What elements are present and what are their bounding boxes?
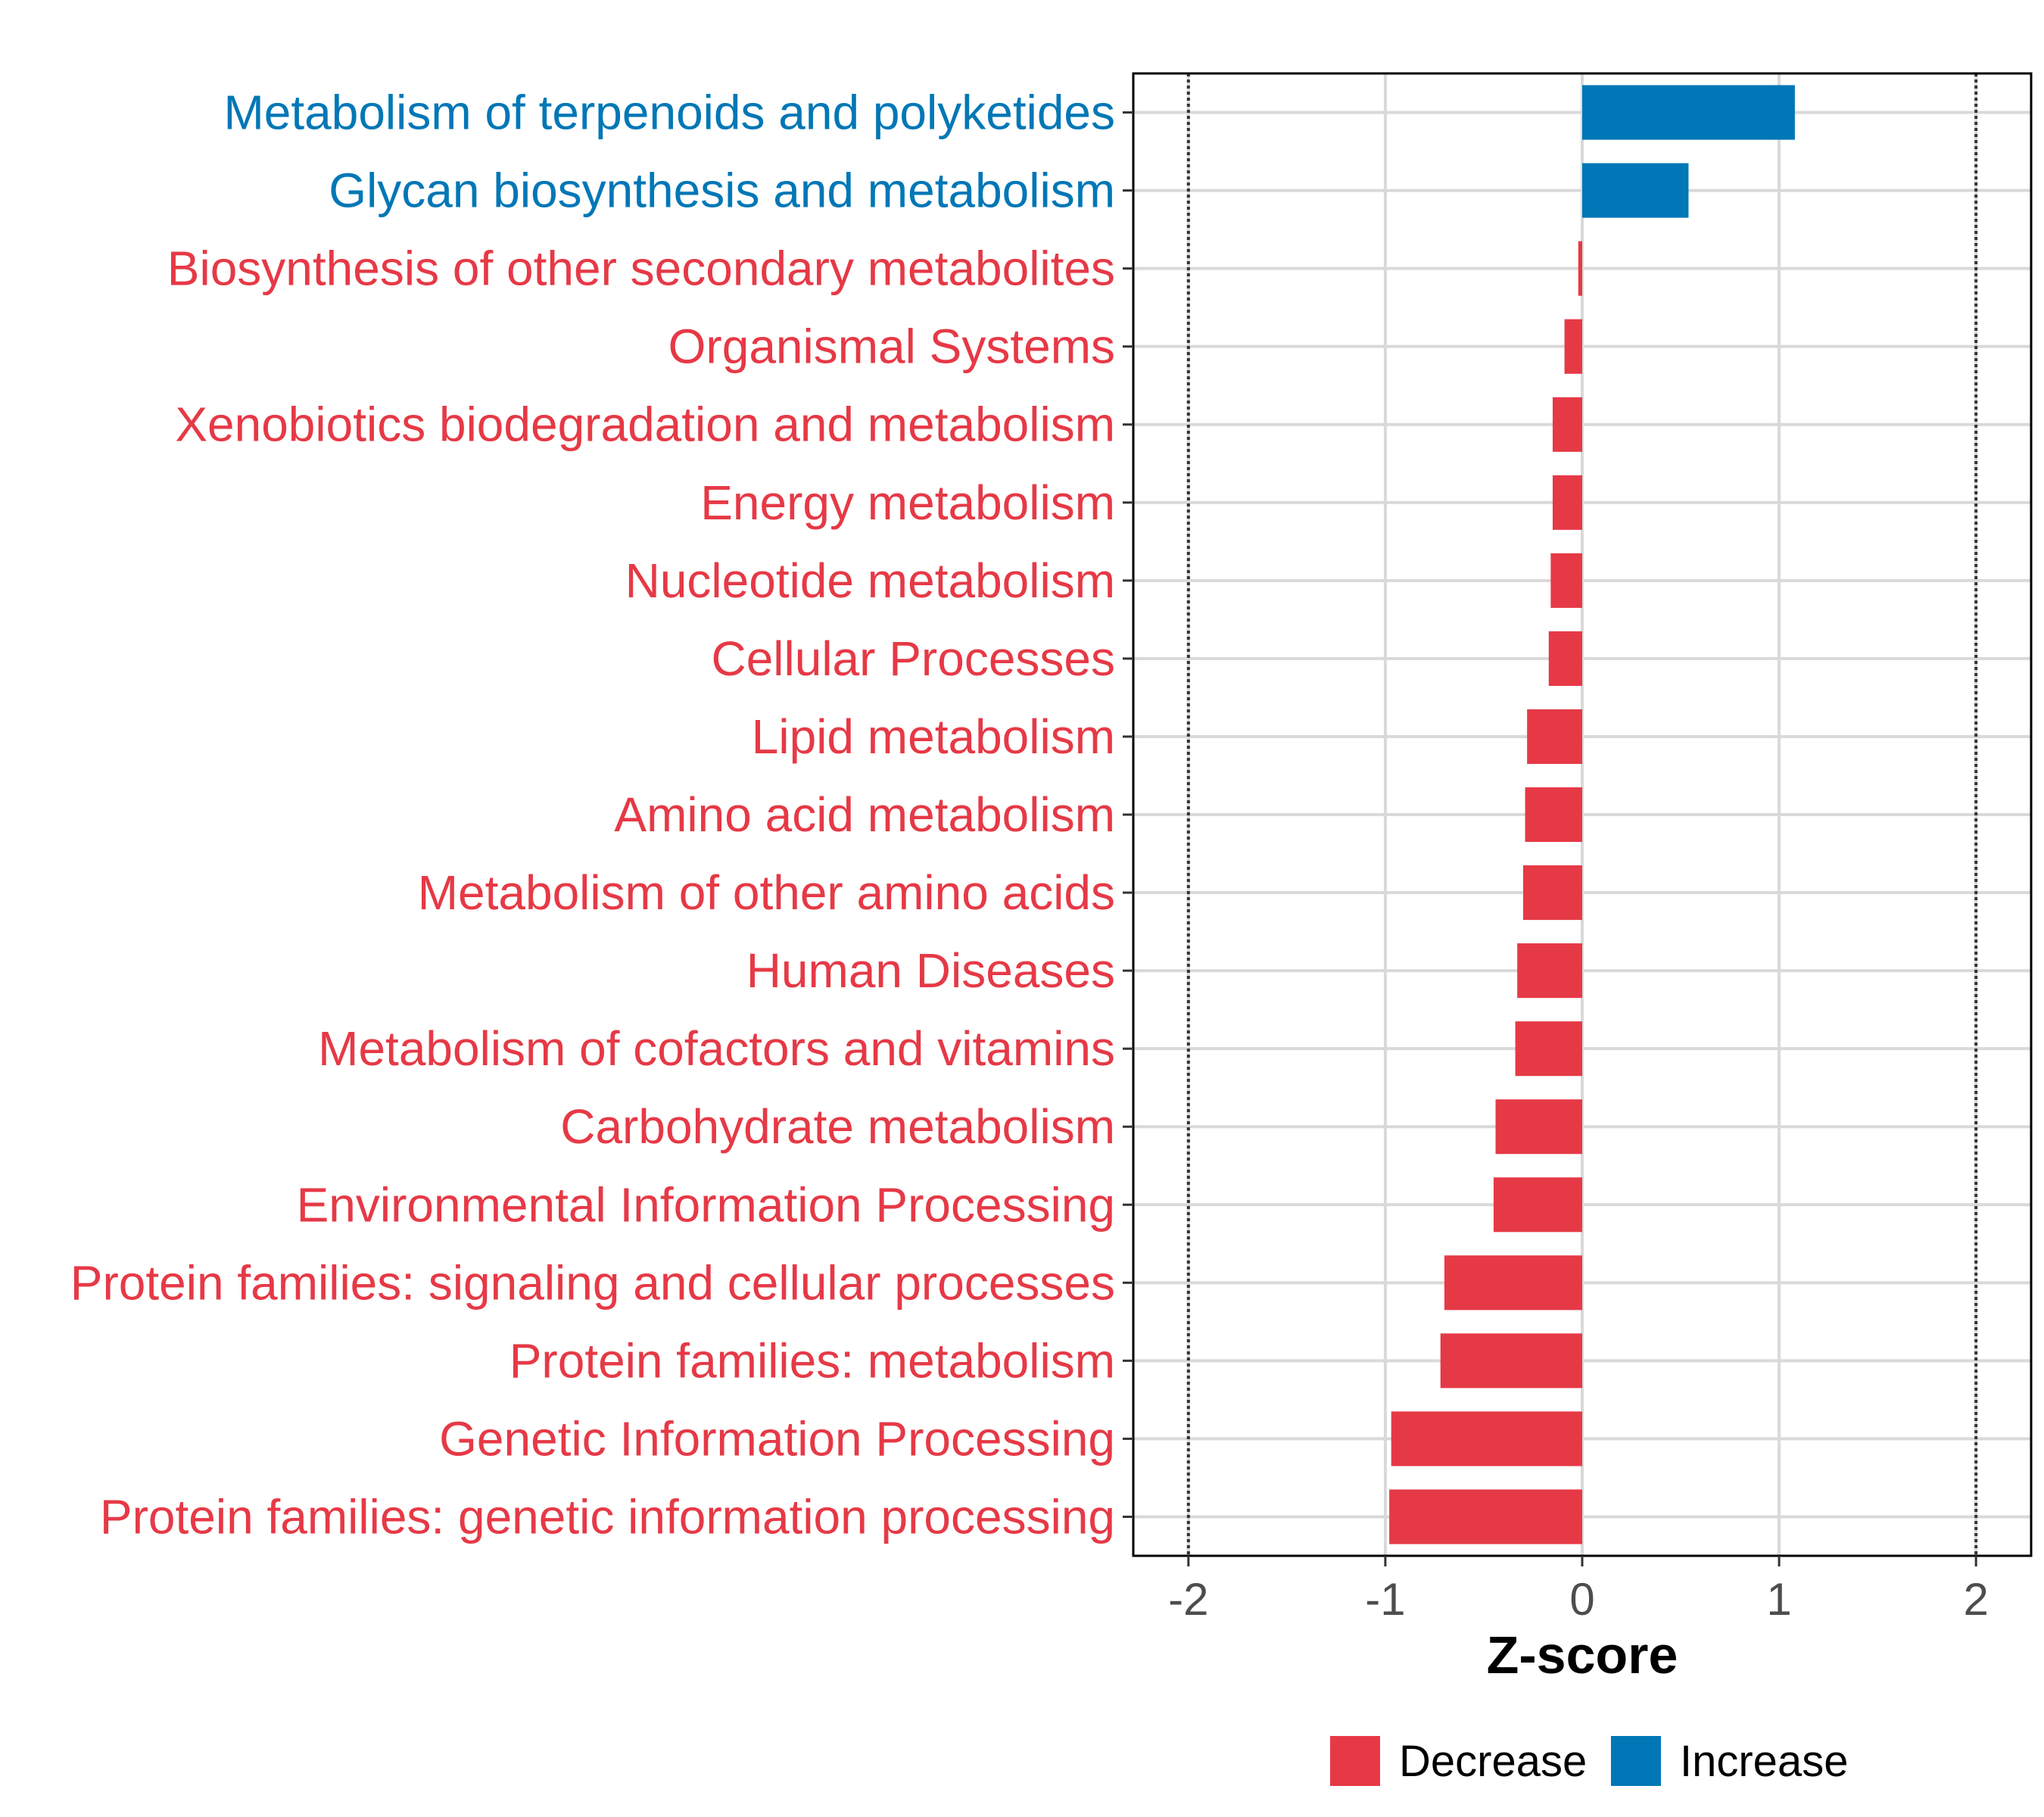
bars [1389, 85, 1795, 1544]
category-label: Organismal Systems [668, 319, 1115, 374]
reference-lines [1186, 73, 1978, 1556]
bar [1552, 397, 1582, 452]
bar [1440, 1333, 1582, 1388]
bar [1582, 85, 1795, 140]
category-label: Carbohydrate metabolism [560, 1099, 1115, 1154]
x-axis-ticks [1187, 1556, 1977, 1566]
y-axis-ticks [1123, 111, 1133, 1518]
legend-label-decrease: Decrease [1399, 1737, 1587, 1786]
x-tick-label: -2 [1168, 1574, 1208, 1625]
x-axis-title: Z-score [1487, 1625, 1678, 1685]
x-tick-label: 0 [1569, 1574, 1594, 1625]
category-label: Xenobiotics biodegradation and metabolis… [175, 397, 1115, 452]
x-tick-labels: -2 -1 0 1 2 [1168, 1574, 1989, 1625]
legend-label-increase: Increase [1680, 1737, 1848, 1786]
category-label: Protein families: metabolism [509, 1333, 1115, 1388]
category-label: Biosynthesis of other secondary metaboli… [167, 242, 1115, 296]
category-label: Environmental Information Processing [297, 1177, 1115, 1232]
bar [1548, 631, 1582, 686]
category-label: Lipid metabolism [752, 709, 1115, 764]
x-tick-label: 2 [1963, 1574, 1988, 1625]
bar [1564, 319, 1582, 374]
category-label: Human Diseases [746, 943, 1115, 998]
bar [1578, 241, 1582, 296]
category-label: Metabolism of other amino acids [418, 865, 1115, 920]
category-label: Glycan biosynthesis and metabolism [329, 164, 1115, 218]
bar [1517, 943, 1582, 999]
category-label: Nucleotide metabolism [625, 553, 1115, 608]
bar [1582, 163, 1689, 218]
category-label: Amino acid metabolism [614, 787, 1115, 842]
bar [1522, 865, 1582, 921]
category-label: Genetic Information Processing [439, 1411, 1115, 1466]
category-label: Protein families: signaling and cellular… [70, 1255, 1115, 1310]
bar [1515, 1021, 1582, 1077]
category-label: Cellular Processes [711, 631, 1115, 686]
bar [1444, 1255, 1582, 1311]
legend: Decrease Increase [1330, 1736, 1848, 1786]
bar [1495, 1099, 1582, 1155]
category-label: Energy metabolism [700, 475, 1115, 530]
bar [1493, 1177, 1582, 1233]
bar [1550, 553, 1582, 608]
x-tick-label: -1 [1365, 1574, 1405, 1625]
bar [1391, 1411, 1582, 1466]
bar [1552, 475, 1582, 530]
legend-swatch-decrease [1330, 1736, 1380, 1786]
bar [1525, 787, 1582, 843]
bar [1527, 709, 1582, 765]
category-label: Metabolism of cofactors and vitamins [318, 1021, 1115, 1076]
category-label: Metabolism of terpenoids and polyketides [223, 86, 1115, 140]
bar [1389, 1489, 1582, 1544]
category-labels: Metabolism of terpenoids and polyketides… [70, 86, 1115, 1544]
x-tick-label: 1 [1766, 1574, 1791, 1625]
category-label: Protein families: genetic information pr… [100, 1489, 1115, 1544]
legend-swatch-increase [1611, 1736, 1661, 1786]
